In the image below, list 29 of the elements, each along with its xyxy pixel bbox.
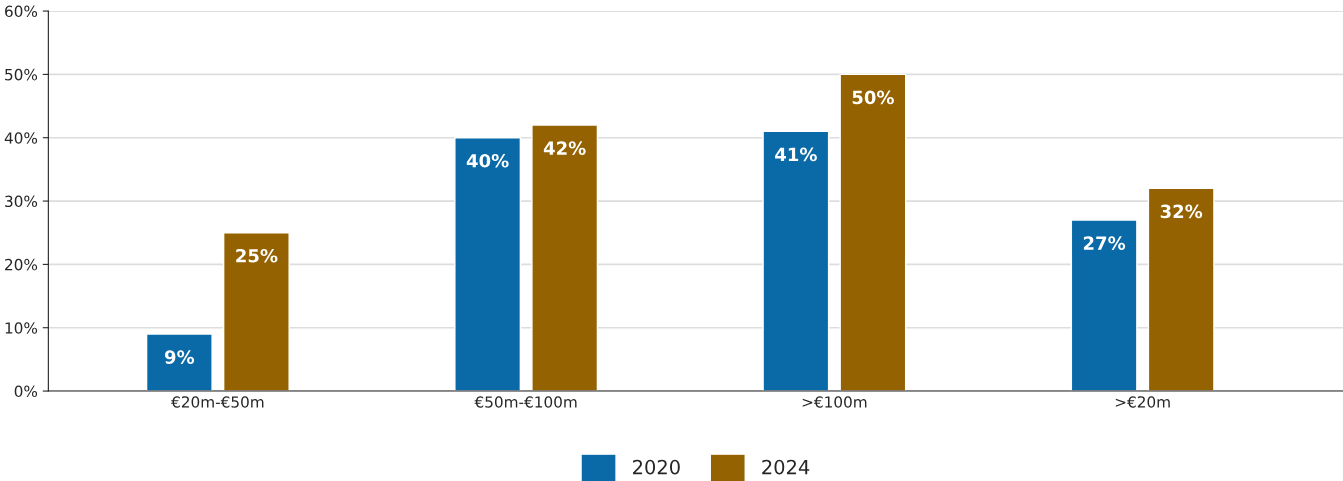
data-label: 40%	[466, 153, 509, 168]
data-label: 42%	[543, 141, 586, 155]
bar	[531, 124, 599, 392]
x-tick-label: >€100m	[802, 396, 867, 408]
y-tick-label: 30%	[5, 195, 38, 208]
y-tick-label: 0%	[14, 385, 38, 398]
bar	[454, 137, 522, 392]
data-label: 50%	[852, 90, 894, 105]
y-tick-label: 20%	[5, 258, 38, 271]
y-tick-label: 60%	[5, 5, 38, 18]
y-tick-label: 40%	[4, 132, 38, 144]
bar	[1147, 187, 1215, 392]
x-tick-label: >€20m	[1115, 396, 1170, 408]
bar	[762, 130, 830, 392]
data-label: 41%	[775, 147, 817, 162]
y-tick-label: 10%	[5, 322, 38, 334]
data-label: 25%	[236, 248, 278, 263]
data-label: 9%	[164, 350, 195, 364]
data-label: 32%	[1160, 204, 1203, 219]
legend-label: 2024	[762, 459, 810, 475]
legend-label: 2020	[633, 459, 680, 475]
data-label: 27%	[1083, 236, 1126, 250]
y-tick-label: 50%	[5, 68, 38, 81]
bar	[145, 333, 213, 392]
x-tick-label: €50m-€100m	[474, 396, 577, 408]
x-tick-label: €20m-€50m	[171, 396, 264, 408]
bar	[839, 73, 907, 392]
bar	[222, 232, 290, 392]
bar	[1070, 219, 1138, 392]
